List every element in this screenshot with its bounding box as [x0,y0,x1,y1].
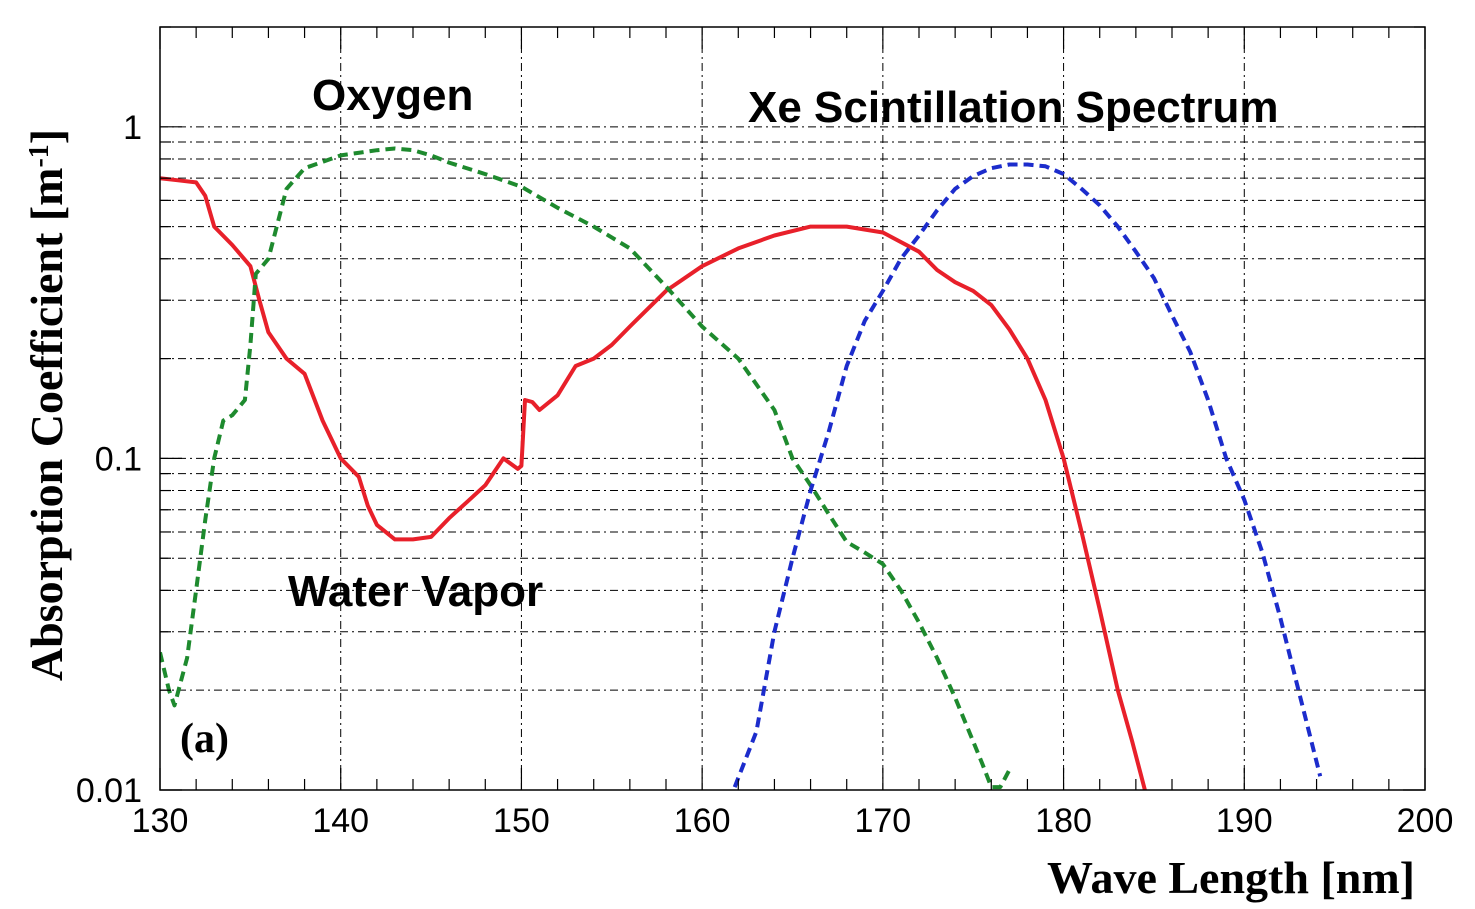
axis-ticks: 130 140 150 160 170 180 190 200 0.01 0.1 1 [76,26,1454,840]
plot-border [159,26,1426,791]
y-tick-label: 1 [123,109,142,147]
series-line-xe-scintillation-spectrum [732,162,1323,788]
x-tick-label: 160 [674,802,731,840]
x-tick-label: 130 [132,802,189,840]
series-lines [160,146,1323,790]
x-tick-label: 170 [854,802,911,840]
x-axis-title: Wave Length [nm] [1047,852,1415,903]
y-axis-title: Absorption Coefficient [m-1] [21,129,72,681]
y-axis-title-superscript: -1 [24,144,55,167]
grid-lines [160,26,1425,791]
series-line-oxygen [160,146,1012,790]
x-tick-label: 140 [312,802,369,840]
series-line-water-vapor [160,176,1147,790]
series-label-water-vapor: Water Vapor [288,567,543,616]
x-tick-label: 190 [1216,802,1273,840]
x-tick-label: 200 [1397,802,1454,840]
x-tick-label: 180 [1035,802,1092,840]
y-axis-title-main: Absorption Coefficient [m [21,168,72,682]
y-tick-label: 0.01 [76,772,142,810]
y-tick-label: 0.1 [95,440,142,478]
series-label-xe-scintillation: Xe Scintillation Spectrum [748,83,1279,132]
plot-frame [159,26,1426,791]
panel-label: (a) [180,716,229,762]
x-tick-label: 150 [493,802,550,840]
series-label-oxygen: Oxygen [312,71,473,120]
y-axis-title-bracket: ] [21,129,72,144]
